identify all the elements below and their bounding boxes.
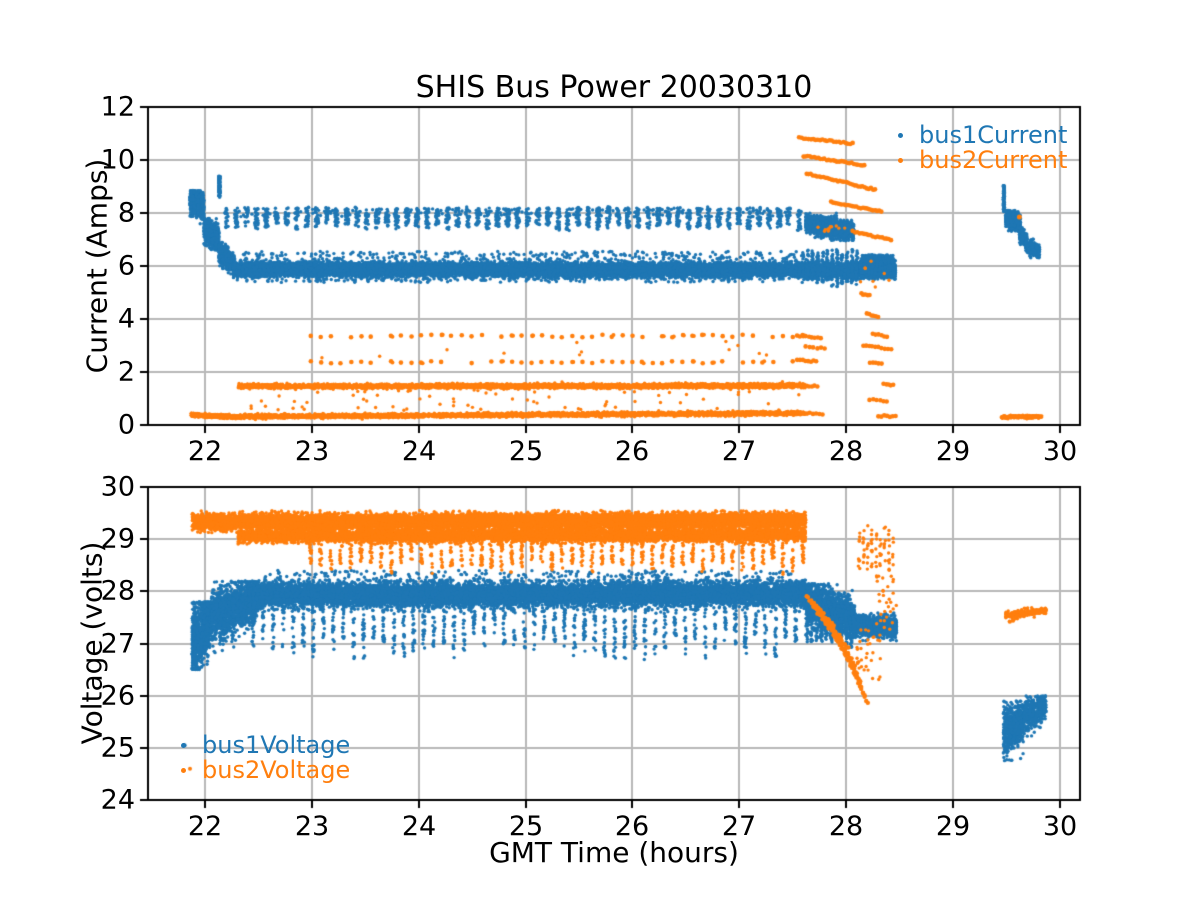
legend-marker-bus1current-icon <box>898 133 903 138</box>
legend-label-bus1current: bus1Current <box>919 121 1068 149</box>
x-tick-label: 28 <box>828 436 864 467</box>
y-tick-label: 8 <box>117 197 135 229</box>
y-tick-label: 0 <box>117 409 135 441</box>
legend-entry-bus2current: bus2Current <box>898 148 1067 173</box>
x-tick-label: 22 <box>187 811 223 842</box>
x-tick-label: 24 <box>401 436 437 467</box>
x-tick-label: 23 <box>294 436 330 467</box>
x-tick-label: 29 <box>935 436 971 467</box>
y-tick-label: 12 <box>100 91 135 123</box>
legend-voltage: bus1Voltage bus2Voltage <box>181 733 350 783</box>
chart-title: SHIS Bus Power 20030310 <box>415 70 813 105</box>
y-tick-label: 29 <box>100 523 135 555</box>
y-tick-label: 2 <box>117 356 135 388</box>
x-tick-label: 25 <box>508 811 544 842</box>
legend-marker-bus2voltage-icon <box>181 768 186 773</box>
x-tick-label: 27 <box>721 436 757 467</box>
x-tick-label: 26 <box>614 811 650 842</box>
x-tick-label: 27 <box>721 811 757 842</box>
y-tick-label: 24 <box>100 784 135 816</box>
legend-marker-bus1voltage-icon <box>181 743 186 748</box>
x-tick-label: 26 <box>614 436 650 467</box>
x-tick-label: 30 <box>1042 811 1078 842</box>
x-tick-label: 30 <box>1042 436 1078 467</box>
y-axis-label-current: Current (Amps) <box>80 158 114 374</box>
legend-entry-bus1voltage: bus1Voltage <box>181 733 350 758</box>
x-tick-label: 24 <box>401 811 437 842</box>
legend-label-bus2voltage: bus2Voltage <box>202 756 351 784</box>
y-tick-label: 4 <box>117 303 135 335</box>
y-tick-label: 25 <box>100 732 135 764</box>
y-tick-label: 10 <box>100 144 135 176</box>
x-tick-label: 22 <box>187 436 223 467</box>
x-tick-label: 23 <box>294 811 330 842</box>
y-tick-label: 30 <box>100 471 135 503</box>
x-tick-label: 29 <box>935 811 971 842</box>
x-axis-label: GMT Time (hours) <box>489 836 739 869</box>
y-tick-label: 6 <box>117 250 135 282</box>
x-tick-label: 25 <box>508 436 544 467</box>
legend-marker-bus2current-icon <box>898 158 903 163</box>
x-tick-label: 28 <box>828 811 864 842</box>
y-tick-label: 28 <box>100 575 135 607</box>
legend-current: bus1Current bus2Current <box>898 123 1067 173</box>
y-tick-label: 27 <box>100 628 135 660</box>
legend-entry-bus2voltage: bus2Voltage <box>181 758 350 783</box>
legend-label-bus1voltage: bus1Voltage <box>202 731 351 759</box>
y-tick-label: 26 <box>100 680 135 712</box>
legend-entry-bus1current: bus1Current <box>898 123 1067 148</box>
legend-label-bus2current: bus2Current <box>919 146 1068 174</box>
